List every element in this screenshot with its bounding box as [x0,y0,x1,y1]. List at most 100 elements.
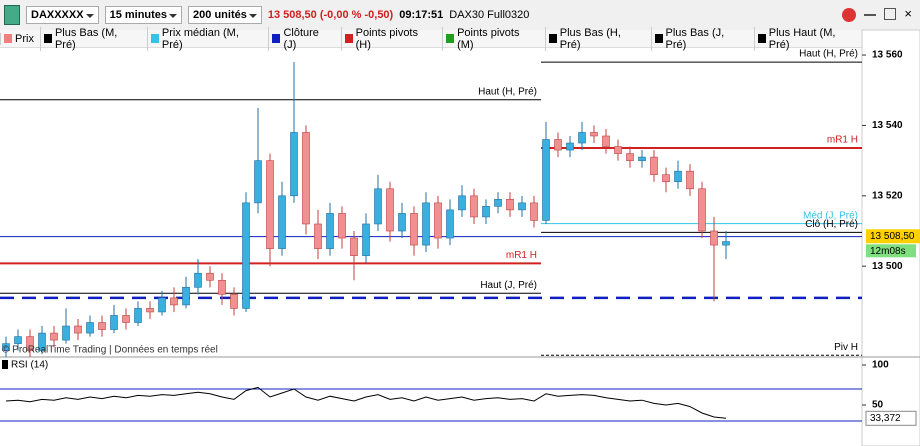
candle-body [578,132,586,144]
close-button[interactable]: × [904,6,912,21]
legend-label: Prix [15,32,34,45]
y-tick-label: 13 520 [872,190,903,201]
candle-body [722,241,730,246]
period-select[interactable]: 15 minutes [104,6,183,24]
legend-label: Plus Bas (J, Pré) [665,26,725,51]
candle-body [662,174,670,183]
rsi-title: RSI (14) [11,360,48,371]
candle-body [590,132,598,137]
candle-body [494,199,502,207]
price-plot [0,61,862,357]
y-tick-label: 13 560 [872,50,903,61]
minimize-button[interactable] [864,14,877,16]
candle-body [374,188,382,225]
level-label: mR1 H [827,135,858,146]
icon[interactable] [4,5,20,25]
candle-body [362,223,370,256]
legend-label: Prix médian (M, Pré) [161,26,239,51]
legend-item[interactable]: Points pivots (M) [442,26,542,51]
legend-swatch [272,34,281,43]
candle-body [638,156,646,161]
level-label: Clô (H, Pré) [805,219,858,230]
level-label: Piv H [834,342,858,353]
legend-item[interactable]: Prix médian (M, Pré) [146,26,266,51]
candle-body [614,146,622,154]
candle-body [398,213,406,232]
y-tick-label: 13 540 [872,120,903,131]
candle-body [182,287,190,306]
candle-body [650,156,658,175]
candle-body [290,132,298,197]
candle-body [302,132,310,225]
candle-body [626,153,634,161]
candle-body [506,199,514,211]
candle-body [206,272,214,281]
candle-body [134,308,142,323]
y-tick-label: 100 [872,360,889,371]
countdown-box [866,244,916,258]
candle-body [386,188,394,232]
candle-body [326,213,334,249]
legend-item[interactable]: Points pivots (H) [340,26,439,51]
candle-body [434,202,442,239]
legend-item[interactable]: Plus Bas (M, Pré) [39,26,144,51]
legend-swatch [150,34,159,43]
candle-body [2,343,10,351]
candle-body [50,332,58,341]
legend-label: Points pivots (H) [355,26,418,51]
maximize-button[interactable] [884,8,897,20]
candle-body [554,139,562,151]
rsi-plot [0,386,862,422]
candle-body [566,142,574,151]
legend-swatch [548,34,557,43]
candle-body [254,160,262,204]
candle-body [242,202,250,309]
legend-label: Plus Haut (M, Pré) [768,26,836,51]
candle-body [530,202,538,221]
candle-body [602,135,610,147]
rsi-last-label: 33,372 [870,413,901,424]
legend-item[interactable]: Clôture (J) [268,26,337,51]
rsi-swatch [2,360,8,369]
candle-body [146,308,154,313]
feed: DAX30 Full0320 [449,9,530,21]
level-label: Haut (H, Pré) [478,86,537,97]
legend-label: Clôture (J) [283,26,319,51]
candle-body [74,325,82,334]
candle-body [350,237,358,256]
level-label: Haut (J, Pré) [480,280,537,291]
candle-body [698,188,706,232]
countdown: 12m08s [870,246,906,257]
legend-item[interactable]: Plus Haut (M, Pré) [753,26,862,51]
legend-swatch [654,34,663,43]
candle-body [314,223,322,249]
candle-body [686,170,694,190]
legend-item[interactable]: Plus Bas (J, Pré) [650,26,751,51]
candle-body [122,315,130,323]
candle-body [542,139,550,221]
units-select[interactable]: 200 unités [188,6,262,24]
candle-body [26,336,34,351]
level-label: mR1 H [506,250,537,261]
candle-body [38,332,46,351]
candle-body [470,195,478,218]
rsi-line [5,386,727,419]
instrument-select[interactable]: DAXXXXX [26,6,99,24]
clock: 09:17:51 [399,9,444,21]
legend-swatch [344,34,353,43]
candle-body [266,160,274,249]
candle-body [458,195,466,211]
legend-item[interactable]: Prix [0,32,37,45]
candle-body [218,279,226,295]
last-price-label: 13 508,50 [870,231,915,242]
candle-body [86,322,94,334]
legend-swatch [4,34,12,43]
legend-item[interactable]: Plus Bas (H, Pré) [544,26,648,51]
candle-body [482,206,490,218]
legend-swatch [446,34,455,43]
refresh-button[interactable] [842,8,857,22]
y-tick-label: 13 500 [872,261,903,272]
candle-body [98,322,106,330]
